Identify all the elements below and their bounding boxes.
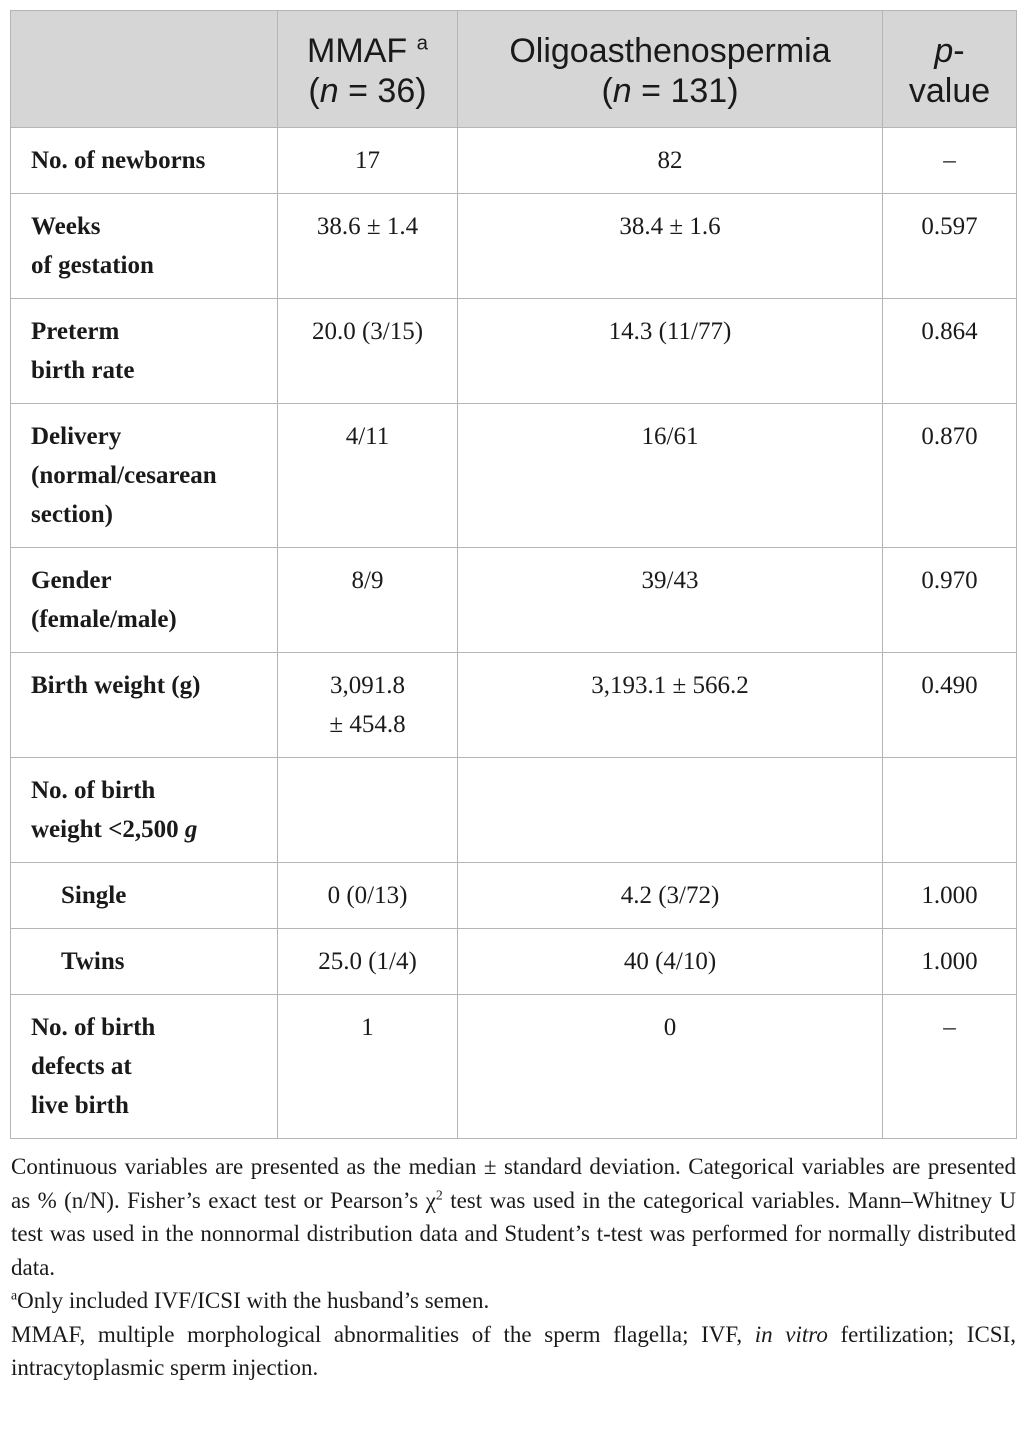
row-label: Weeks of gestation (10, 193, 278, 299)
table-row: Preterm birth rate 20.0 (3/15) 14.3 (11/7… (10, 298, 1017, 404)
cell-p: – (882, 994, 1017, 1139)
row-label: No. of newborns (10, 127, 278, 194)
row-label: Delivery (normal/cesarean section) (10, 403, 278, 548)
footnote-a: aOnly included IVF/ICSI with the husband… (11, 1287, 490, 1313)
cell-p: 0.870 (882, 403, 1017, 548)
table-row: Twins 25.0 (1/4) 40 (4/10) 1.000 (10, 928, 1017, 995)
row-label: No. of birth defects at live birth (10, 994, 278, 1139)
table-row: No. of newborns 17 82 – (10, 127, 1017, 194)
cell-p: 0.970 (882, 547, 1017, 653)
table-figure: MMAF a (n = 36) Oligoasthenospermia (n = 1… (10, 10, 1017, 1385)
cell-mmaf: 3,091.8 ± 454.8 (277, 652, 458, 758)
footnote-abbreviations: MMAF, multiple morphological abnormaliti… (11, 1321, 1016, 1381)
table-row: No. of birth weight <2,500 g (10, 757, 1017, 863)
cell-mmaf: 4/11 (277, 403, 458, 548)
table-footnotes: Continuous variables are presented as th… (10, 1150, 1016, 1385)
row-label: Preterm birth rate (10, 298, 278, 404)
table-row: Delivery (normal/cesarean section) 4/11 16… (10, 403, 1017, 548)
cell-mmaf: 8/9 (277, 547, 458, 653)
cell-p: – (882, 127, 1017, 194)
header-oligo: Oligoasthenospermia (n = 131) (457, 10, 883, 128)
cell-p: 0.864 (882, 298, 1017, 404)
cell-mmaf: 20.0 (3/15) (277, 298, 458, 404)
cell-oligo: 16/61 (457, 403, 883, 548)
cell-p: 1.000 (882, 928, 1017, 995)
row-label: Gender (female/male) (10, 547, 278, 653)
table-row: Single 0 (0/13) 4.2 (3/72) 1.000 (10, 862, 1017, 929)
header-blank (10, 10, 278, 128)
cell-p: 0.597 (882, 193, 1017, 299)
row-label: No. of birth weight <2,500 g (10, 757, 278, 863)
cell-mmaf (277, 757, 458, 863)
row-label: Single (10, 862, 278, 929)
cell-oligo: 40 (4/10) (457, 928, 883, 995)
cell-mmaf: 1 (277, 994, 458, 1139)
header-pvalue: p-value (882, 10, 1017, 128)
cell-p: 1.000 (882, 862, 1017, 929)
cell-mmaf: 0 (0/13) (277, 862, 458, 929)
header-mmaf: MMAF a (n = 36) (277, 10, 458, 128)
row-label: Birth weight (g) (10, 652, 278, 758)
table-row: Weeks of gestation 38.6 ± 1.4 38.4 ± 1.6 … (10, 193, 1017, 299)
cell-p: 0.490 (882, 652, 1017, 758)
cell-mmaf: 25.0 (1/4) (277, 928, 458, 995)
table-row: Birth weight (g) 3,091.8 ± 454.8 3,193.1 … (10, 652, 1017, 758)
cell-oligo: 82 (457, 127, 883, 194)
data-table: MMAF a (n = 36) Oligoasthenospermia (n = 1… (10, 10, 1017, 1139)
cell-oligo: 39/43 (457, 547, 883, 653)
cell-oligo (457, 757, 883, 863)
header-row: MMAF a (n = 36) Oligoasthenospermia (n = 1… (10, 10, 1017, 128)
cell-p (882, 757, 1017, 863)
cell-oligo: 3,193.1 ± 566.2 (457, 652, 883, 758)
table-row: Gender (female/male) 8/9 39/43 0.970 (10, 547, 1017, 653)
cell-oligo: 4.2 (3/72) (457, 862, 883, 929)
table-row: No. of birth defects at live birth 1 0 – (10, 994, 1017, 1139)
footnote-methods: Continuous variables are presented as th… (11, 1154, 1016, 1280)
cell-oligo: 0 (457, 994, 883, 1139)
cell-mmaf: 17 (277, 127, 458, 194)
cell-oligo: 14.3 (11/77) (457, 298, 883, 404)
cell-oligo: 38.4 ± 1.6 (457, 193, 883, 299)
row-label: Twins (10, 928, 278, 995)
cell-mmaf: 38.6 ± 1.4 (277, 193, 458, 299)
